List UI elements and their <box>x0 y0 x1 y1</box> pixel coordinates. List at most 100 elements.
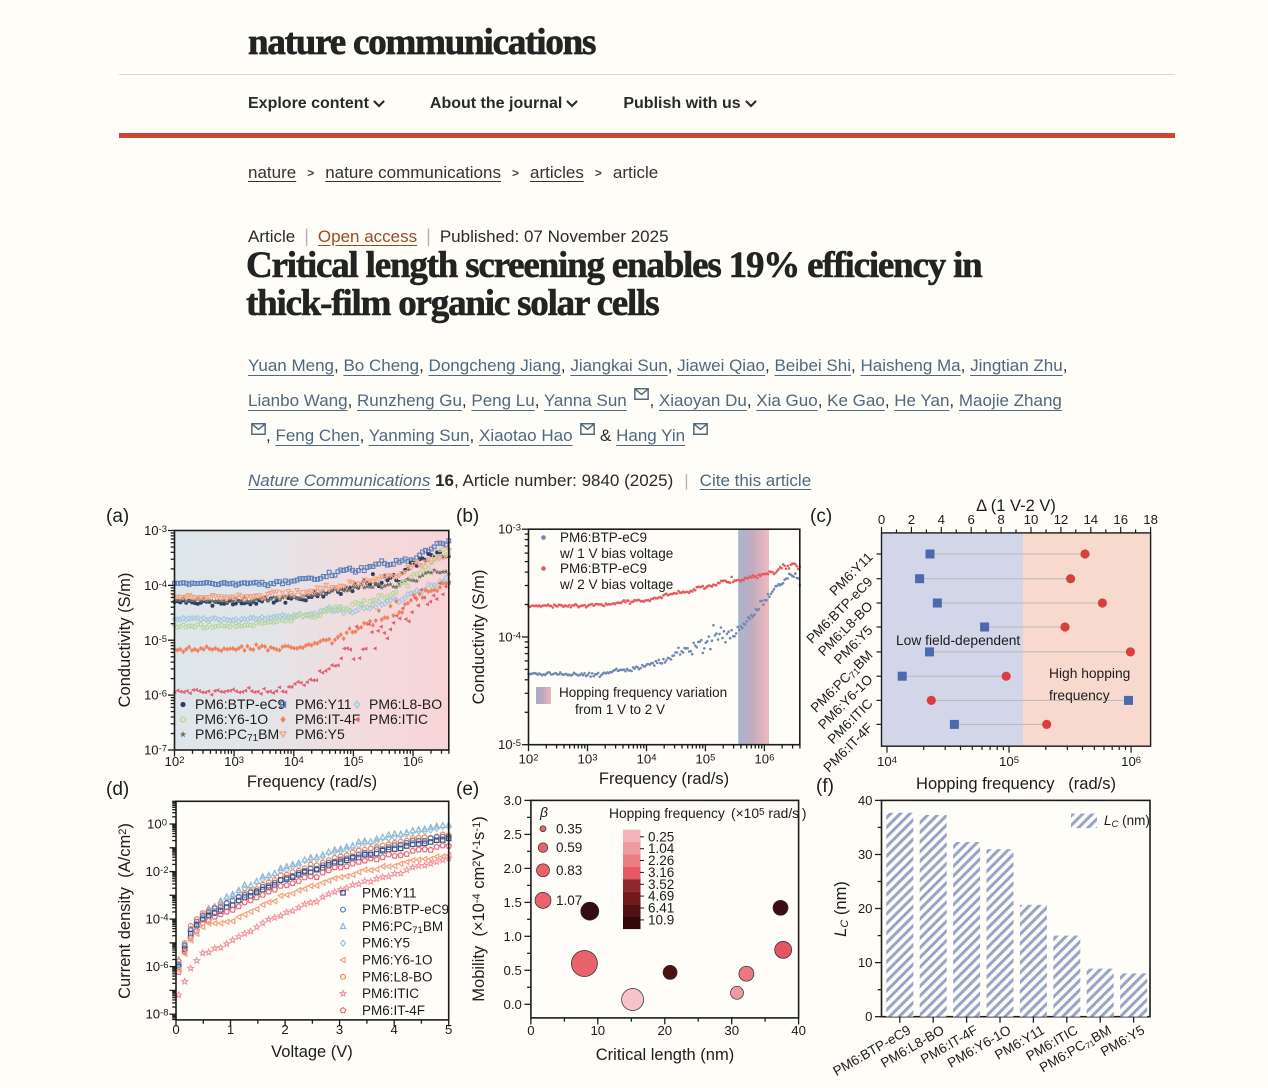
svg-text:103: 103 <box>578 752 598 767</box>
svg-text:w/ 2 V bias voltage: w/ 2 V bias voltage <box>559 577 673 592</box>
svg-text:Frequency (rad/s): Frequency (rad/s) <box>247 773 377 791</box>
svg-text:3: 3 <box>336 1022 343 1037</box>
svg-text:12: 12 <box>1054 512 1069 527</box>
svg-text:10-6: 10-6 <box>145 959 168 974</box>
svg-text:(d): (d) <box>106 779 129 800</box>
svg-text:PM6:BTP-eC9: PM6:BTP-eC9 <box>195 696 285 712</box>
svg-text:6.41: 6.41 <box>648 901 674 916</box>
svg-text:105: 105 <box>695 752 715 767</box>
svg-text:40: 40 <box>791 1023 806 1038</box>
svg-text:PM6:Y11: PM6:Y11 <box>295 696 352 712</box>
svg-text:(c): (c) <box>810 506 832 527</box>
svg-text:Critical length (nm): Critical length (nm) <box>596 1046 734 1064</box>
svg-text:Mobility (×10-4 cm2V-1s-1): Mobility (×10-4 cm2V-1s-1) <box>470 816 488 1001</box>
svg-text:0.83: 0.83 <box>556 863 582 878</box>
svg-text:102: 102 <box>165 754 185 769</box>
svg-text:18: 18 <box>1143 512 1158 527</box>
svg-text:0: 0 <box>878 512 885 527</box>
svg-text:1.0: 1.0 <box>504 929 522 944</box>
svg-text:PM6:Y5: PM6:Y5 <box>295 726 345 742</box>
svg-text:PM6:Y6-1O: PM6:Y6-1O <box>195 711 268 727</box>
svg-text:Hopping frequency(×105 rad/s ): Hopping frequency (×105 rad/s ) <box>609 806 806 821</box>
svg-text:10.9: 10.9 <box>648 912 674 927</box>
svg-text:106: 106 <box>1121 754 1141 769</box>
svg-text:PM6:BTP-eC9: PM6:BTP-eC9 <box>362 902 449 917</box>
svg-text:104: 104 <box>637 752 657 767</box>
svg-text:10-4: 10-4 <box>498 630 521 645</box>
svg-text:10-7: 10-7 <box>144 743 167 758</box>
svg-text:LC (nm): LC (nm) <box>832 881 851 937</box>
svg-text:10-3: 10-3 <box>144 523 167 538</box>
svg-text:1.07: 1.07 <box>556 893 582 908</box>
svg-text:10: 10 <box>1024 512 1039 527</box>
svg-text:2.5: 2.5 <box>504 827 522 842</box>
svg-text:0: 0 <box>527 1023 534 1038</box>
svg-text:10-8: 10-8 <box>145 1007 168 1022</box>
svg-text:10-5: 10-5 <box>144 633 167 648</box>
svg-text:(f): (f) <box>816 776 834 797</box>
svg-text:2.0: 2.0 <box>504 861 522 876</box>
svg-text:104: 104 <box>877 754 897 769</box>
svg-text:from 1 V to 2 V: from 1 V to 2 V <box>575 702 665 717</box>
svg-text:102: 102 <box>519 752 539 767</box>
svg-text:Hopping frequency (rad/s): Hopping frequency (rad/s) <box>916 775 1116 793</box>
svg-text:105: 105 <box>999 754 1019 769</box>
svg-text:10-5: 10-5 <box>498 737 521 752</box>
svg-text:PM6:L8-BO: PM6:L8-BO <box>369 696 442 712</box>
svg-text:frequency: frequency <box>1049 688 1110 703</box>
svg-text:1.5: 1.5 <box>504 895 522 910</box>
svg-text:14: 14 <box>1083 512 1098 527</box>
svg-text:20: 20 <box>858 901 873 916</box>
svg-text:(b): (b) <box>456 506 479 527</box>
svg-text:30: 30 <box>724 1023 739 1038</box>
svg-text:20: 20 <box>657 1023 672 1038</box>
svg-text:0: 0 <box>172 1022 179 1037</box>
svg-text:Conductivity (S/m): Conductivity (S/m) <box>116 573 134 708</box>
svg-text:PM6:PC71BM: PM6:PC71BM <box>362 919 443 936</box>
svg-text:0.25: 0.25 <box>648 829 674 844</box>
svg-text:PM6:L8-BO: PM6:L8-BO <box>362 969 433 984</box>
svg-text:10-2: 10-2 <box>145 864 168 879</box>
svg-text:10-3: 10-3 <box>498 522 521 537</box>
svg-text:0.5: 0.5 <box>504 963 522 978</box>
svg-text:4: 4 <box>938 512 945 527</box>
svg-text:PM6:BTP-eC9: PM6:BTP-eC9 <box>560 530 647 545</box>
svg-text:1.04: 1.04 <box>648 841 675 856</box>
svg-text:6: 6 <box>968 512 975 527</box>
svg-text:LC (nm): LC (nm) <box>1104 813 1150 830</box>
svg-text:105: 105 <box>343 754 363 769</box>
svg-text:PM6:ITIC: PM6:ITIC <box>369 711 428 727</box>
svg-text:(a): (a) <box>106 506 129 527</box>
svg-text:0: 0 <box>865 1009 872 1024</box>
svg-text:PM6:IT-4F: PM6:IT-4F <box>362 1003 425 1018</box>
svg-text:3.52: 3.52 <box>648 877 674 892</box>
svg-text:106: 106 <box>754 752 774 767</box>
svg-text:Δ (1 V-2 V): Δ (1 V-2 V) <box>976 497 1056 515</box>
svg-text:3.0: 3.0 <box>504 793 522 808</box>
svg-text:4: 4 <box>391 1022 398 1037</box>
svg-text:PM6:Y6-1O: PM6:Y6-1O <box>362 953 433 968</box>
svg-text:1: 1 <box>227 1022 234 1037</box>
svg-text:PM6:IT-4F: PM6:IT-4F <box>295 711 360 727</box>
svg-text:3.16: 3.16 <box>648 865 674 880</box>
svg-text:10-4: 10-4 <box>144 578 167 593</box>
svg-text:10-6: 10-6 <box>144 688 167 703</box>
svg-text:104: 104 <box>284 754 304 769</box>
svg-text:100: 100 <box>147 817 167 832</box>
svg-text:2: 2 <box>281 1022 288 1037</box>
svg-text:β: β <box>539 804 548 820</box>
svg-text:5: 5 <box>445 1022 452 1037</box>
svg-text:10-4: 10-4 <box>145 912 168 927</box>
svg-text:PM6:ITIC: PM6:ITIC <box>362 986 419 1001</box>
svg-text:w/ 1 V bias voltage: w/ 1 V bias voltage <box>559 546 673 561</box>
svg-text:103: 103 <box>224 754 244 769</box>
svg-text:10: 10 <box>858 955 873 970</box>
svg-text:Current density (A/cm2): Current density (A/cm2) <box>116 823 134 999</box>
svg-text:2.26: 2.26 <box>648 853 674 868</box>
svg-text:Frequency (rad/s): Frequency (rad/s) <box>599 770 729 788</box>
svg-text:Conductivity (S/m): Conductivity (S/m) <box>470 570 488 705</box>
svg-text:Low field-dependent: Low field-dependent <box>896 633 1020 648</box>
svg-text:(e): (e) <box>456 779 479 800</box>
svg-text:High hopping: High hopping <box>1049 666 1130 681</box>
svg-text:2: 2 <box>908 512 915 527</box>
